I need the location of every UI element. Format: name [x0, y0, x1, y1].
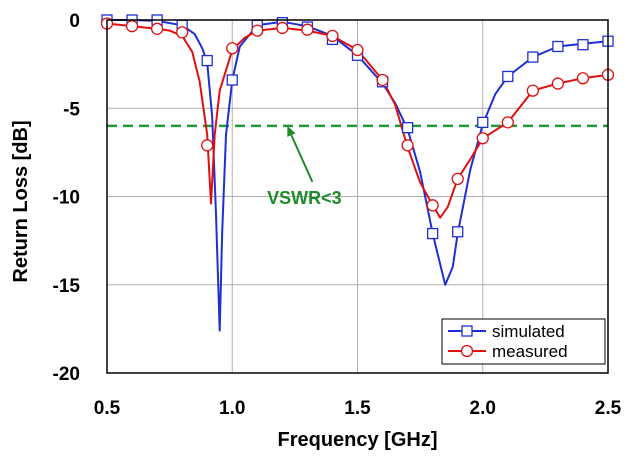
marker-simulated: [477, 116, 489, 129]
marker-measured: [326, 29, 339, 43]
y-tick-label: -20: [53, 364, 80, 385]
marker-measured: [576, 72, 590, 85]
marker-measured: [125, 20, 139, 33]
legend-entry-measured: measured: [448, 342, 568, 361]
x-tick-label: 2.0: [470, 398, 496, 419]
marker-measured: [201, 139, 214, 152]
y-axis-title: Return Loss [dB]: [10, 120, 32, 282]
legend-label-simulated: simulated: [492, 322, 565, 341]
marker-measured: [426, 199, 439, 212]
vswr-annotation-label: VSWR<3: [267, 188, 342, 208]
marker-measured: [175, 26, 189, 39]
y-tick-label: -5: [63, 99, 80, 120]
marker-simulated: [201, 54, 213, 67]
marker-measured: [276, 21, 289, 35]
marker-measured: [526, 84, 539, 97]
marker-simulated: [527, 51, 539, 63]
annotation-group: VSWR<3: [267, 125, 342, 208]
marker-measured: [476, 132, 489, 145]
y-tick-label: 0: [69, 11, 80, 32]
plot-frame: [106, 19, 609, 374]
marker-measured: [551, 77, 565, 90]
series-group: [100, 14, 615, 332]
y-tick-label: -15: [53, 276, 81, 297]
marker-simulated: [426, 227, 439, 240]
legend-label-measured: measured: [492, 342, 568, 361]
marker-simulated: [577, 39, 589, 51]
marker-measured: [376, 73, 389, 87]
marker-measured: [401, 139, 414, 152]
marker-measured: [301, 23, 314, 36]
x-axis-title: Frequency [GHz]: [277, 429, 437, 451]
marker-simulated: [401, 122, 414, 134]
marker-measured: [226, 42, 239, 55]
x-tick-label: 1.0: [219, 398, 245, 419]
marker-measured: [451, 172, 464, 186]
tick-labels: 0.5 1.0 1.5 2.0 2.5 0 -5 -10 -15 -20: [53, 11, 622, 419]
legend-entry-simulated: simulated: [448, 322, 565, 341]
legend-marker-measured: [460, 344, 474, 358]
marker-simulated: [552, 40, 564, 53]
legend-marker-simulated: [461, 325, 473, 337]
marker-measured: [351, 43, 364, 57]
marker-simulated: [502, 70, 514, 83]
marker-simulated: [452, 226, 464, 238]
marker-measured: [150, 22, 164, 35]
marker-measured: [251, 24, 264, 37]
x-tick-label: 0.5: [94, 398, 121, 419]
y-tick-label: -10: [53, 188, 80, 209]
annotation-arrow: [289, 132, 314, 183]
x-tick-label: 2.5: [595, 398, 622, 419]
annotation-arrowhead: [287, 125, 296, 137]
x-tick-label: 1.5: [344, 398, 371, 419]
marker-measured: [501, 116, 514, 129]
marker-simulated: [226, 74, 238, 86]
legend: simulated measured: [441, 318, 606, 365]
